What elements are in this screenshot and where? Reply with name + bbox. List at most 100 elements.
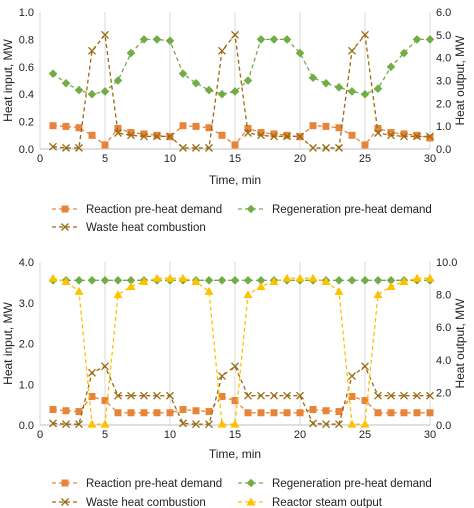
data-point <box>100 276 110 285</box>
data-point <box>295 48 305 58</box>
data-point <box>257 409 265 417</box>
data-point <box>205 420 213 429</box>
data-point <box>269 35 279 44</box>
data-point <box>192 143 200 152</box>
data-point <box>374 409 382 417</box>
data-point <box>127 129 135 137</box>
x-tick-label: 25 <box>359 153 371 165</box>
data-point <box>127 391 135 400</box>
data-point <box>413 409 421 417</box>
data-point <box>49 122 57 130</box>
data-point <box>296 132 304 141</box>
data-point <box>153 391 161 400</box>
chart-1: 0 5 10 15 20 25 300.00.20.40.60.81.00.01.02.03… <box>1 7 467 234</box>
y-right-axis-label: Heat output, MW <box>453 298 467 389</box>
data-point <box>321 78 331 88</box>
legend-marker <box>246 204 256 214</box>
data-point <box>231 141 239 149</box>
data-point <box>152 35 162 44</box>
data-point <box>140 130 148 138</box>
series-waste-heat-combustion <box>49 362 434 429</box>
data-point <box>426 134 434 142</box>
data-point <box>360 89 370 99</box>
data-point <box>400 132 408 141</box>
data-point <box>347 419 357 428</box>
data-point <box>244 124 252 132</box>
data-point <box>126 276 136 285</box>
data-point <box>74 85 84 95</box>
x-tick-label: 15 <box>229 429 241 441</box>
data-point <box>387 131 395 140</box>
data-point <box>387 391 395 400</box>
data-point <box>426 391 434 400</box>
y-left-tick-label: 0.2 <box>19 117 34 129</box>
data-point <box>374 124 382 132</box>
data-point <box>114 391 122 400</box>
y-right-tick-label: 0.0 <box>436 420 451 432</box>
data-point <box>231 30 239 39</box>
y-left-tick-label: 3.0 <box>19 298 34 310</box>
series-line <box>52 365 430 425</box>
data-point <box>296 409 304 417</box>
data-point <box>179 143 187 152</box>
legend-marker <box>246 478 256 488</box>
data-point <box>153 409 161 417</box>
data-point <box>217 89 227 99</box>
data-point <box>166 409 174 417</box>
x-tick-label: 0 <box>37 153 43 165</box>
legend-marker <box>246 497 256 506</box>
data-point <box>192 122 200 130</box>
data-point <box>101 397 109 405</box>
x-axis-label: Time, min <box>209 173 261 187</box>
data-point <box>75 124 83 132</box>
y-left-tick-label: 2.0 <box>19 339 34 351</box>
data-point <box>204 85 214 95</box>
data-point <box>347 276 357 285</box>
data-point <box>309 122 317 130</box>
data-point <box>218 372 226 381</box>
data-point <box>322 420 330 429</box>
data-point <box>101 362 109 371</box>
data-point <box>62 407 70 415</box>
data-point <box>322 122 330 130</box>
y-right-tick-label: 4.0 <box>436 53 451 65</box>
data-point <box>87 89 97 99</box>
data-point <box>413 391 421 400</box>
data-point <box>113 276 123 285</box>
legend-label: Reaction pre-heat demand <box>86 478 222 490</box>
data-point <box>48 69 58 78</box>
y-right-tick-label: 1.0 <box>436 121 451 133</box>
data-point <box>75 143 83 152</box>
data-point <box>335 124 343 132</box>
data-point <box>243 290 253 299</box>
data-point <box>88 46 96 55</box>
data-point <box>243 276 253 285</box>
legend-marker <box>61 205 69 213</box>
data-point <box>231 362 239 371</box>
data-point <box>256 35 266 44</box>
legend-label: Regeneration pre-heat demand <box>272 478 432 490</box>
data-point <box>257 129 265 137</box>
data-point <box>205 124 213 132</box>
legend-item: Reaction pre-heat demand <box>52 204 222 216</box>
legend-marker <box>61 223 69 231</box>
data-point <box>283 132 291 141</box>
data-point <box>308 73 318 83</box>
legend-item: Waste heat combustion <box>52 497 206 508</box>
legend-label: Reactor steam output <box>272 497 383 508</box>
data-point <box>425 273 435 282</box>
data-point <box>257 391 265 400</box>
data-point <box>387 409 395 417</box>
data-point <box>166 132 174 141</box>
legend-1: Reaction pre-heat demand Regeneration pre… <box>52 204 432 234</box>
data-point <box>49 406 57 414</box>
data-point <box>127 131 135 140</box>
data-point <box>256 276 266 285</box>
y-left-tick-label: 0.6 <box>19 62 34 74</box>
data-point <box>230 87 240 96</box>
series-reaction-pre-heat-demand <box>49 392 434 417</box>
legend-label: Waste heat combustion <box>86 497 206 508</box>
data-point <box>412 35 422 44</box>
data-point <box>61 277 71 286</box>
